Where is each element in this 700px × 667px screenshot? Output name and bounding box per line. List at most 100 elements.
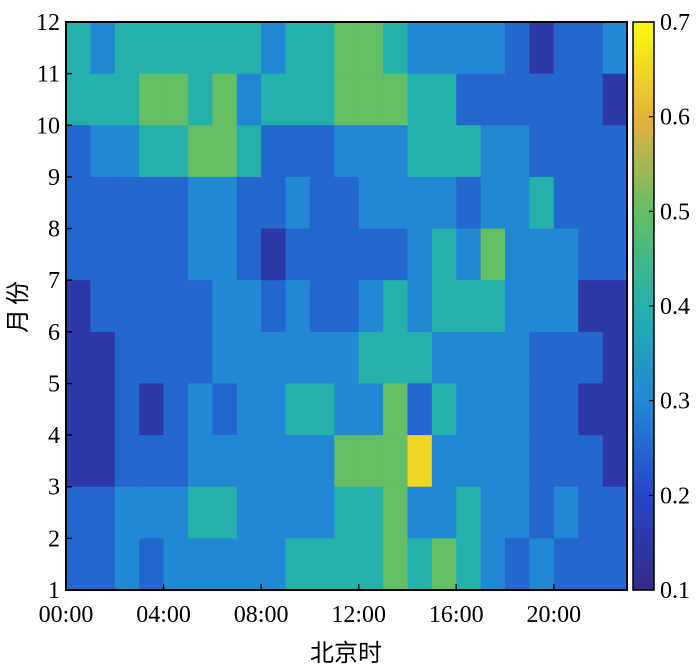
- heatmap-cell: [456, 280, 482, 333]
- heatmap-cell: [578, 383, 604, 436]
- heatmap-cell: [187, 486, 213, 539]
- heatmap-cell: [383, 435, 409, 488]
- colorbar-segment: [633, 244, 654, 250]
- x-tick-label: 20:00: [526, 602, 581, 628]
- heatmap-cell: [578, 538, 604, 591]
- heatmap-cell: [309, 331, 335, 385]
- heatmap-cell: [139, 486, 165, 539]
- heatmap-cell: [114, 228, 140, 281]
- colorbar-segment: [633, 178, 654, 184]
- heatmap-cells: [66, 22, 628, 591]
- heatmap-cell: [553, 73, 579, 126]
- heatmap-cell: [236, 125, 262, 178]
- heatmap-cell: [114, 486, 140, 539]
- heatmap-cell: [285, 73, 311, 126]
- heatmap-cell: [163, 125, 189, 178]
- colorbar-segment: [633, 121, 654, 127]
- heatmap-cell: [480, 383, 506, 436]
- heatmap-cell: [261, 280, 287, 333]
- colorbar-segment: [633, 107, 654, 113]
- heatmap-cell: [309, 22, 335, 75]
- colorbar-segment: [633, 585, 654, 591]
- heatmap-cell: [163, 486, 189, 539]
- colorbar-segment: [633, 45, 654, 51]
- heatmap-cell: [602, 228, 628, 281]
- heatmap-cell: [431, 176, 457, 230]
- colorbar-tick-label: 0.3: [660, 389, 690, 415]
- heatmap-cell: [480, 22, 506, 75]
- heatmap-cell: [114, 125, 140, 178]
- heatmap-cell: [383, 331, 409, 385]
- colorbar-segment: [633, 135, 654, 141]
- heatmap-cell: [553, 176, 579, 230]
- colorbar-segment: [633, 59, 654, 66]
- heatmap-cell: [334, 331, 360, 385]
- colorbar-segment: [633, 64, 654, 70]
- heatmap-cell: [187, 228, 213, 281]
- heatmap-cell: [309, 538, 335, 591]
- heatmap-cell: [212, 73, 238, 126]
- heatmap-cell: [383, 280, 409, 333]
- colorbar-segment: [633, 83, 654, 89]
- heatmap-cell: [602, 22, 628, 75]
- heatmap-cell: [383, 125, 409, 178]
- heatmap-cell: [90, 125, 116, 178]
- heatmap-cell: [90, 435, 116, 488]
- heatmap-cell: [358, 228, 384, 281]
- heatmap-cell: [261, 435, 287, 488]
- heatmap-cell: [578, 73, 604, 126]
- heatmap-cell: [236, 383, 262, 436]
- heatmap-cell: [553, 538, 579, 591]
- heatmap-cell: [505, 73, 531, 126]
- colorbar-segment: [633, 362, 654, 369]
- colorbar-segment: [633, 547, 654, 553]
- heatmap-cell: [139, 22, 165, 75]
- colorbar-segment: [633, 69, 654, 75]
- heatmap-cell: [505, 228, 531, 281]
- heatmap-cell: [66, 125, 91, 178]
- heatmap-cell: [456, 176, 482, 230]
- heatmap-cell: [212, 228, 238, 281]
- heatmap-cell: [529, 331, 555, 385]
- heatmap-cell: [66, 228, 91, 281]
- heatmap-cell: [285, 538, 311, 591]
- colorbar-segment: [633, 448, 654, 454]
- colorbar-segment: [633, 126, 654, 132]
- heatmap-cell: [407, 125, 433, 178]
- colorbar-segment: [633, 230, 654, 236]
- heatmap-cell: [163, 280, 189, 333]
- heatmap-cell: [505, 538, 531, 591]
- y-tick-label: 8: [48, 217, 60, 243]
- heatmap-cell: [285, 176, 311, 230]
- heatmap-cell: [407, 538, 433, 591]
- colorbar-segment: [633, 282, 654, 288]
- heatmap-cell: [383, 176, 409, 230]
- heatmap-cell: [261, 176, 287, 230]
- colorbar-segment: [633, 263, 654, 269]
- colorbar-segment: [633, 55, 654, 61]
- heatmap-cell: [114, 538, 140, 591]
- heatmap-cell: [139, 435, 165, 488]
- heatmap-cell: [407, 176, 433, 230]
- colorbar-segment: [633, 145, 654, 151]
- heatmap-cell: [456, 383, 482, 436]
- x-tick-label: 04:00: [136, 602, 191, 628]
- colorbar-segment: [633, 26, 654, 33]
- heatmap-cell: [236, 176, 262, 230]
- y-tick-label: 10: [36, 113, 60, 139]
- heatmap-cell: [407, 228, 433, 281]
- heatmap-cell: [285, 486, 311, 539]
- colorbar-segment: [633, 149, 654, 156]
- heatmap-cell: [90, 280, 116, 333]
- colorbar-segment: [633, 395, 654, 402]
- heatmap-cell: [66, 435, 91, 488]
- heatmap-cell: [480, 125, 506, 178]
- heatmap-cell: [285, 331, 311, 385]
- colorbar-segment: [633, 381, 654, 388]
- heatmap-cell: [236, 22, 262, 75]
- colorbar-segment: [633, 353, 654, 359]
- heatmap-cell: [505, 486, 531, 539]
- colorbar-segment: [633, 537, 654, 544]
- heatmap-cell: [602, 280, 628, 333]
- colorbar-segment: [633, 400, 654, 406]
